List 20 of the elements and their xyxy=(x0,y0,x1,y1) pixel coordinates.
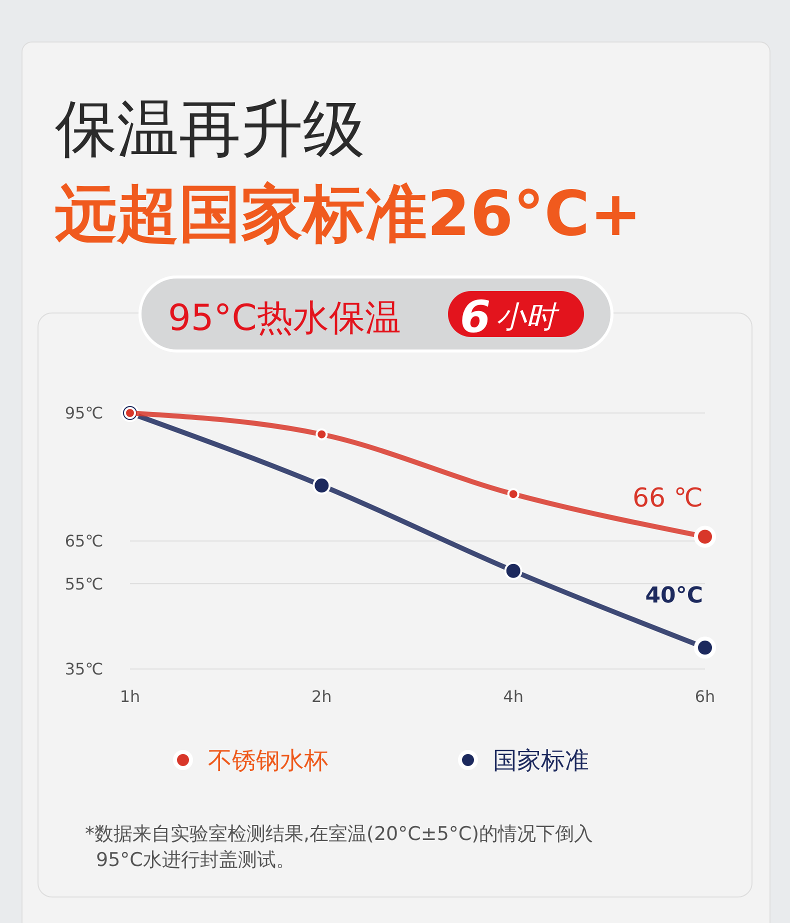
x-tick-label: 4h xyxy=(503,687,524,706)
chart-title: 保温再升级 xyxy=(55,92,365,165)
chart-subtitle: 远超国家标准26°C+ xyxy=(55,177,642,250)
y-tick-label: 65℃ xyxy=(64,532,104,551)
text: 95°C热水保温 xyxy=(168,298,401,339)
x-tick-label: 1h xyxy=(120,687,140,706)
data-label: 66 ℃ xyxy=(632,484,703,514)
x-tick-label: 2h xyxy=(312,687,332,706)
legend-label: 不锈钢水杯 xyxy=(208,746,328,775)
point xyxy=(312,476,331,495)
y-tick-label: 55℃ xyxy=(64,574,104,594)
point xyxy=(504,562,522,580)
text: *数据来自实验室检测结果,在室温(20°C±5°C)的情况下倒入95°C水进行封盖测试。 xyxy=(85,823,594,871)
y-tick-label: 35℃ xyxy=(64,660,104,679)
legend-label: 国家标准 xyxy=(493,746,589,775)
point xyxy=(507,488,520,500)
y-tick-label: 95℃ xyxy=(64,404,104,423)
point xyxy=(316,428,328,440)
data-label: 40°C xyxy=(645,584,703,609)
x-tick-label: 6h xyxy=(694,687,716,706)
